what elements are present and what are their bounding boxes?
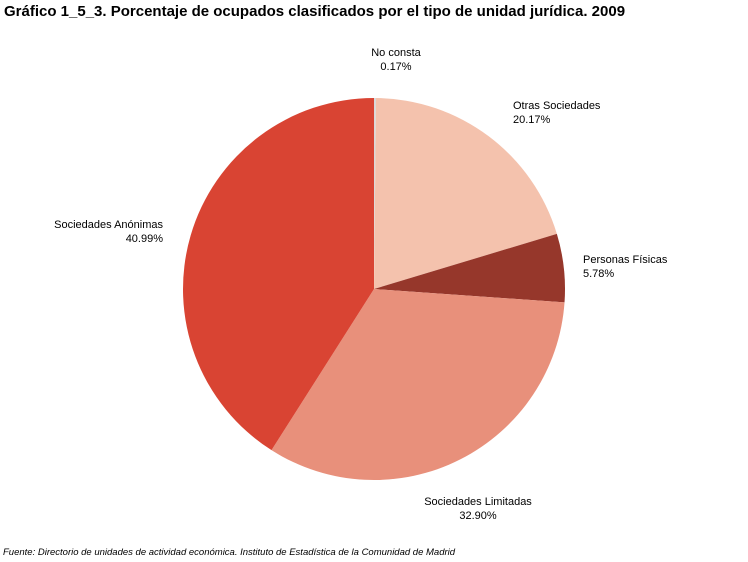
chart-title: Gráfico 1_5_3. Porcentaje de ocupados cl… xyxy=(4,3,626,20)
slice-label: Otras Sociedades xyxy=(513,100,601,112)
pie-slice-sociedades-an-nimas xyxy=(182,98,374,451)
slice-label: No consta xyxy=(371,47,421,59)
slice-value-label: 20.17% xyxy=(513,114,551,126)
slice-label: Personas Físicas xyxy=(583,254,668,266)
source-note: Fuente: Directorio de unidades de activi… xyxy=(3,547,456,558)
slice-value-label: 0.17% xyxy=(380,61,411,73)
pie-slice-otras-sociedades xyxy=(374,98,557,289)
slice-value-label: 5.78% xyxy=(583,268,614,280)
slice-label: Sociedades Anónimas xyxy=(54,219,163,231)
pie-slices xyxy=(182,98,565,480)
pie-slice-no-consta xyxy=(374,98,377,289)
slice-label: Sociedades Limitadas xyxy=(424,496,532,508)
pie-slice-sociedades-limitadas xyxy=(271,289,565,480)
slice-value-label: 32.90% xyxy=(459,510,497,522)
slice-value-label: 40.99% xyxy=(126,233,164,245)
pie-labels: No consta 0.17% Otras Sociedades 20.17% Pers… xyxy=(54,47,668,522)
pie-slice-personas-f-sicas xyxy=(374,233,565,303)
